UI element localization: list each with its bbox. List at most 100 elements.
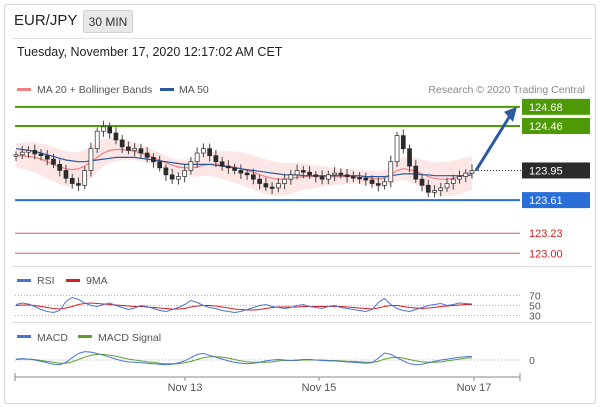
candle-body-50 [325,174,331,180]
candle-body-1 [19,151,25,156]
level-tag-1 [522,118,590,134]
forecast-arrow-head [504,106,517,122]
candle-body-17 [119,139,125,148]
candle-body-42 [276,183,281,189]
candle-body-71 [457,176,462,180]
candle-body-14 [101,126,106,132]
level-label-2: 123.61 [529,195,563,207]
timestamp: Tuesday, November 17, 2020 12:17:02 AM C… [17,45,283,59]
ma20-legend-label: MA 20 + Bollinger Bands [37,84,152,96]
macd-signal-legend-swatch [78,335,92,338]
candle-body-38 [251,174,256,180]
candle-body-43 [282,178,287,184]
candle-body-30 [201,148,206,154]
panel-divider-macd [12,322,592,323]
x-tick-label-0: Nov 13 [168,382,203,394]
currency-pair-title: EUR/JPY [14,12,78,29]
candle-body-62 [400,135,406,150]
candle-body-13 [94,130,100,150]
candle-body-51 [332,172,337,176]
candle-body-41 [269,186,275,189]
rsi-legend-swatch [17,279,31,282]
panel-divider-rsi [12,266,592,267]
candle-body-0 [13,154,19,157]
candle-body-23 [157,161,163,169]
candle-body-27 [182,170,188,177]
candle-body-54 [350,176,356,179]
candle-body-24 [163,167,169,176]
candle-body-3 [32,150,38,155]
candle-body-12 [88,148,94,171]
candle-body-34 [226,165,231,169]
candle-body-69 [444,183,450,189]
9ma-legend-label: 9MA [86,275,108,287]
rsi-line [15,296,473,314]
level-label-4: 123.00 [529,248,563,260]
current-price-tag [522,162,590,179]
x-tick-label-1: Nov 15 [302,382,337,394]
candle-body-48 [313,174,319,177]
candle-body-55 [357,177,362,180]
candle-body-21 [144,152,150,158]
candle-body-16 [113,132,119,141]
candle-body-61 [394,135,400,163]
candle-body-40 [263,183,269,188]
level-tag-2 [522,192,590,209]
candle-body-68 [438,187,444,191]
candle-body-32 [213,155,219,163]
candle-body-2 [26,150,31,153]
candle-body-47 [307,171,312,176]
macd-legend-label: MACD [37,332,68,344]
candle-body-29 [194,152,200,163]
ma50-legend-swatch [160,88,174,91]
x-tick-label-2: Nov 17 [457,382,492,394]
candle-body-7 [57,164,63,171]
candle-body-37 [244,172,250,176]
rsi-tick-1: 50 [529,301,541,313]
candle-body-9 [69,177,75,184]
9ma-legend-swatch [66,279,80,282]
candle-body-35 [232,167,237,171]
macd-line [15,351,473,366]
candle-body-44 [288,174,294,180]
candle-body-5 [44,155,50,160]
macd-signal-legend-label: MACD Signal [98,332,161,344]
current-price-label: 123.95 [529,165,563,177]
candle-body-6 [51,158,56,165]
candle-body-53 [344,174,350,177]
candle-body-8 [63,170,69,179]
candle-body-56 [363,177,369,181]
candle-body-58 [375,183,381,186]
bollinger-band [16,137,472,197]
macd-tick-0: 0 [529,355,535,367]
candle-body-67 [432,190,437,193]
candle-body-72 [463,172,469,177]
level-tag-0 [522,98,590,115]
ma50-legend-label: MA 50 [179,84,209,96]
candle-body-15 [107,126,113,134]
candle-body-31 [207,148,212,156]
rsi-9ma-line [15,302,472,311]
candle-body-49 [319,176,325,180]
candle-body-19 [132,148,138,151]
candle-body-22 [151,157,156,163]
candle-body-26 [176,176,181,180]
candle-body-36 [238,170,244,174]
level-label-0: 124.68 [529,102,563,114]
candle-body-39 [257,178,262,184]
rsi-tick-2: 30 [529,311,541,323]
chart-widget [4,4,596,404]
candle-body-52 [338,172,344,176]
candle-body-45 [294,170,300,176]
candle-body-20 [138,148,144,154]
candle-body-59 [382,181,387,186]
candle-body-25 [169,174,175,180]
timeframe-button[interactable]: 30 MIN [83,10,133,33]
candle-body-11 [82,170,88,186]
macd-legend-swatch [17,335,31,338]
level-label-3: 123.23 [529,228,563,240]
candle-body-63 [407,148,412,167]
candle-body-65 [419,178,425,186]
ma20-legend-swatch [17,88,31,91]
